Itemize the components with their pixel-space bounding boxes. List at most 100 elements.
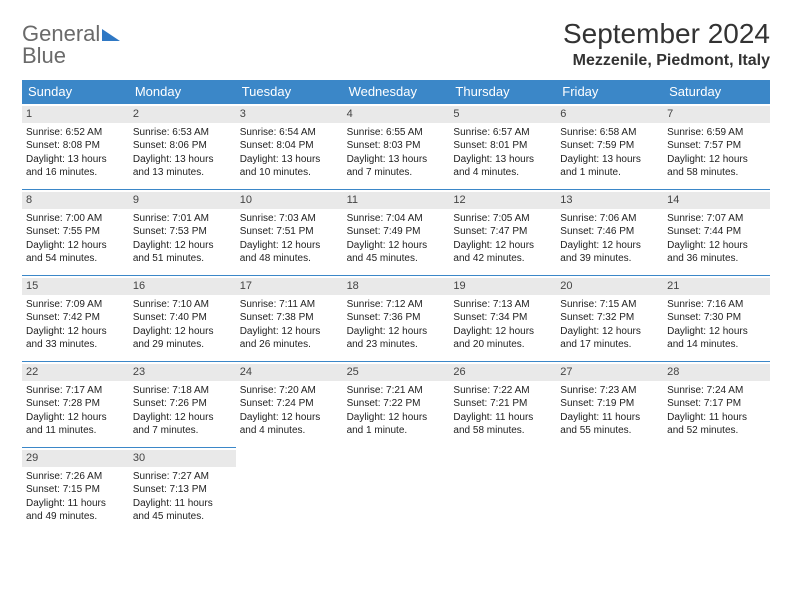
sunrise-line: Sunrise: 6:58 AM [560, 126, 659, 140]
title-block: September 2024 Mezzenile, Piedmont, Ital… [563, 18, 770, 70]
day-number: 1 [22, 106, 129, 123]
calendar-page: General Blue September 2024 Mezzenile, P… [0, 0, 792, 551]
day-cell: 8Sunrise: 7:00 AMSunset: 7:55 PMDaylight… [22, 189, 129, 275]
sunrise-line: Sunrise: 7:26 AM [26, 470, 125, 484]
day-cell: 26Sunrise: 7:22 AMSunset: 7:21 PMDayligh… [449, 361, 556, 447]
day-cell: 5Sunrise: 6:57 AMSunset: 8:01 PMDaylight… [449, 103, 556, 189]
day-number: 20 [556, 278, 663, 295]
sunset-line: Sunset: 8:03 PM [347, 139, 446, 153]
sunset-line: Sunset: 8:06 PM [133, 139, 232, 153]
day-number: 17 [236, 278, 343, 295]
day-number: 12 [449, 192, 556, 209]
day-number: 13 [556, 192, 663, 209]
weekday-saturday: Saturday [663, 80, 770, 103]
sunset-line: Sunset: 7:22 PM [347, 397, 446, 411]
daylight-line: Daylight: 12 hours and 7 minutes. [133, 411, 232, 438]
sunrise-line: Sunrise: 7:12 AM [347, 298, 446, 312]
day-number: 9 [129, 192, 236, 209]
daylight-line: Daylight: 11 hours and 55 minutes. [560, 411, 659, 438]
day-cell: 13Sunrise: 7:06 AMSunset: 7:46 PMDayligh… [556, 189, 663, 275]
sunset-line: Sunset: 7:30 PM [667, 311, 766, 325]
sunset-line: Sunset: 7:26 PM [133, 397, 232, 411]
day-number: 29 [22, 450, 129, 467]
sunrise-line: Sunrise: 6:55 AM [347, 126, 446, 140]
day-cell: 7Sunrise: 6:59 AMSunset: 7:57 PMDaylight… [663, 103, 770, 189]
daylight-line: Daylight: 12 hours and 17 minutes. [560, 325, 659, 352]
daylight-line: Daylight: 12 hours and 36 minutes. [667, 239, 766, 266]
day-cell: 20 Sunrise: 7:15 AMSunset: 7:32 PMDayligh… [556, 275, 663, 361]
daylight-line: Daylight: 12 hours and 14 minutes. [667, 325, 766, 352]
sunset-line: Sunset: 7:13 PM [133, 483, 232, 497]
weekday-sunday: Sunday [22, 80, 129, 103]
day-number: 23 [129, 364, 236, 381]
sunset-line: Sunset: 7:17 PM [667, 397, 766, 411]
daylight-line: Daylight: 12 hours and 26 minutes. [240, 325, 339, 352]
calendar-body: 1Sunrise: 6:52 AMSunset: 8:08 PMDaylight… [22, 103, 770, 533]
empty-cell [663, 447, 770, 533]
daylight-line: Daylight: 11 hours and 45 minutes. [133, 497, 232, 524]
sunrise-line: Sunrise: 7:15 AM [560, 298, 659, 312]
day-cell: 22 Sunrise: 7:17 AMSunset: 7:28 PMDayligh… [22, 361, 129, 447]
sunset-line: Sunset: 7:55 PM [26, 225, 125, 239]
header: General Blue September 2024 Mezzenile, P… [22, 18, 770, 70]
day-cell: 24Sunrise: 7:20 AMSunset: 7:24 PMDayligh… [236, 361, 343, 447]
sunset-line: Sunset: 7:32 PM [560, 311, 659, 325]
weekday-header: Sunday Monday Tuesday Wednesday Thursday… [22, 80, 770, 103]
daylight-line: Daylight: 11 hours and 58 minutes. [453, 411, 552, 438]
sunrise-line: Sunrise: 7:27 AM [133, 470, 232, 484]
day-cell: 27Sunrise: 7:23 AMSunset: 7:19 PMDayligh… [556, 361, 663, 447]
sunrise-line: Sunrise: 7:24 AM [667, 384, 766, 398]
sunrise-line: Sunrise: 6:53 AM [133, 126, 232, 140]
day-number: 7 [663, 106, 770, 123]
triangle-icon [102, 29, 120, 41]
sunrise-line: Sunrise: 7:10 AM [133, 298, 232, 312]
day-cell: 25Sunrise: 7:21 AMSunset: 7:22 PMDayligh… [343, 361, 450, 447]
daylight-line: Daylight: 12 hours and 58 minutes. [667, 153, 766, 180]
daylight-line: Daylight: 12 hours and 42 minutes. [453, 239, 552, 266]
day-number: 3 [236, 106, 343, 123]
daylight-line: Daylight: 13 hours and 7 minutes. [347, 153, 446, 180]
sunrise-line: Sunrise: 7:17 AM [26, 384, 125, 398]
sunset-line: Sunset: 7:19 PM [560, 397, 659, 411]
daylight-line: Daylight: 12 hours and 33 minutes. [26, 325, 125, 352]
day-cell: 1Sunrise: 6:52 AMSunset: 8:08 PMDaylight… [22, 103, 129, 189]
empty-cell [449, 447, 556, 533]
weekday-monday: Monday [129, 80, 236, 103]
day-cell: 18Sunrise: 7:12 AMSunset: 7:36 PMDayligh… [343, 275, 450, 361]
sunrise-line: Sunrise: 7:23 AM [560, 384, 659, 398]
day-number: 6 [556, 106, 663, 123]
empty-cell [556, 447, 663, 533]
location: Mezzenile, Piedmont, Italy [563, 52, 770, 70]
sunset-line: Sunset: 7:40 PM [133, 311, 232, 325]
sunset-line: Sunset: 7:51 PM [240, 225, 339, 239]
daylight-line: Daylight: 12 hours and 1 minute. [347, 411, 446, 438]
daylight-line: Daylight: 12 hours and 23 minutes. [347, 325, 446, 352]
sunrise-line: Sunrise: 7:21 AM [347, 384, 446, 398]
day-cell: 3Sunrise: 6:54 AMSunset: 8:04 PMDaylight… [236, 103, 343, 189]
sunrise-line: Sunrise: 7:01 AM [133, 212, 232, 226]
daylight-line: Daylight: 12 hours and 4 minutes. [240, 411, 339, 438]
sunrise-line: Sunrise: 7:22 AM [453, 384, 552, 398]
daylight-line: Daylight: 12 hours and 48 minutes. [240, 239, 339, 266]
day-number: 22 [22, 364, 129, 381]
empty-cell [343, 447, 450, 533]
empty-cell [236, 447, 343, 533]
sunrise-line: Sunrise: 6:57 AM [453, 126, 552, 140]
sunrise-line: Sunrise: 6:54 AM [240, 126, 339, 140]
daylight-line: Daylight: 12 hours and 11 minutes. [26, 411, 125, 438]
sunset-line: Sunset: 7:28 PM [26, 397, 125, 411]
weekday-tuesday: Tuesday [236, 80, 343, 103]
day-cell: 30Sunrise: 7:27 AMSunset: 7:13 PMDayligh… [129, 447, 236, 533]
day-cell: 9Sunrise: 7:01 AMSunset: 7:53 PMDaylight… [129, 189, 236, 275]
day-number: 16 [129, 278, 236, 295]
sunrise-line: Sunrise: 7:03 AM [240, 212, 339, 226]
daylight-line: Daylight: 13 hours and 1 minute. [560, 153, 659, 180]
day-number: 28 [663, 364, 770, 381]
sunset-line: Sunset: 7:59 PM [560, 139, 659, 153]
sunset-line: Sunset: 8:01 PM [453, 139, 552, 153]
day-cell: 23Sunrise: 7:18 AMSunset: 7:26 PMDayligh… [129, 361, 236, 447]
day-cell: 28Sunrise: 7:24 AMSunset: 7:17 PMDayligh… [663, 361, 770, 447]
day-cell: 11Sunrise: 7:04 AMSunset: 7:49 PMDayligh… [343, 189, 450, 275]
sunset-line: Sunset: 7:34 PM [453, 311, 552, 325]
day-number: 15 [22, 278, 129, 295]
